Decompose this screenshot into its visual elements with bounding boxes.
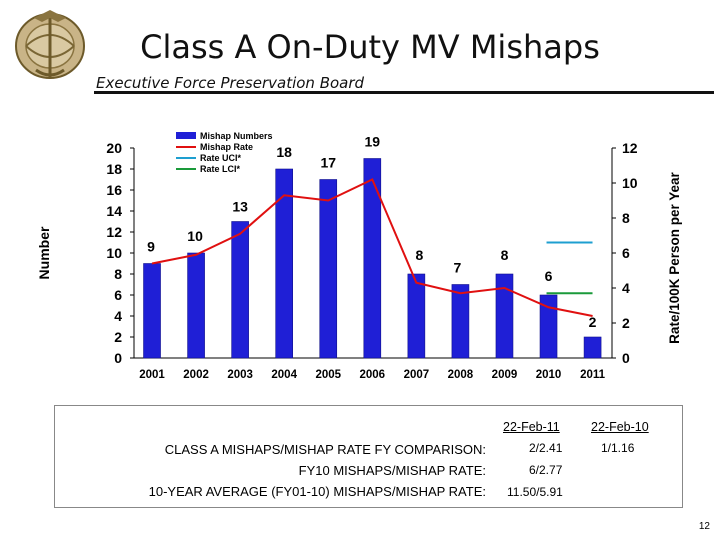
right-axis-tick-label: 8	[622, 210, 630, 226]
x-axis-tick-label: 2004	[271, 369, 297, 381]
left-axis-tick-label: 10	[106, 245, 122, 261]
bar-value-label: 2	[589, 314, 597, 330]
bar	[407, 273, 426, 359]
bar-value-label: 10	[187, 228, 203, 244]
bar	[187, 252, 205, 359]
bar-value-label: 18	[276, 144, 292, 160]
col1-value-0: 2/2.41	[529, 441, 563, 455]
left-axis-tick-label: 14	[106, 203, 122, 219]
right-axis-title: Rate/100K Person per Year	[667, 171, 682, 343]
left-axis-tick-label: 16	[106, 182, 122, 198]
comparison-label-2: 10-YEAR AVERAGE (FY01-10) MISHAPS/MISHAP…	[148, 484, 486, 499]
page-number: 12	[698, 521, 710, 532]
x-axis-tick-label: 2011	[580, 369, 606, 381]
bar-value-label: 8	[415, 247, 423, 263]
x-axis-tick-label: 2002	[183, 369, 209, 381]
bar-value-label: 7	[454, 260, 462, 276]
bar	[583, 336, 602, 359]
right-axis-tick-label: 12	[622, 140, 638, 156]
title-rule	[94, 91, 714, 94]
col2-value-0: 1/1.16	[601, 441, 635, 455]
right-axis-tick-label: 0	[622, 350, 630, 366]
bar-value-label: 9	[147, 239, 155, 255]
left-axis-tick-label: 18	[106, 161, 122, 177]
comparison-box: 22-Feb-11 22-Feb-10 CLASS A MISHAPS/MISH…	[54, 405, 683, 508]
bar-value-label: 17	[320, 155, 336, 171]
bar-value-label: 8	[501, 247, 509, 263]
page-title: Class A On-Duty MV Mishaps	[140, 28, 600, 66]
left-axis-title: Number	[36, 226, 52, 279]
x-axis-tick-label: 2006	[360, 369, 386, 381]
col2-header: 22-Feb-10	[591, 420, 649, 434]
left-axis-tick-label: 0	[114, 350, 122, 366]
right-axis-tick-label: 4	[622, 280, 630, 296]
x-axis-tick-label: 2003	[227, 369, 253, 381]
bar	[539, 294, 558, 359]
bar	[495, 273, 514, 359]
bar	[143, 263, 161, 359]
x-axis-tick-label: 2001	[139, 369, 165, 381]
legend-label: Mishap Numbers	[200, 131, 273, 141]
legend-label: Mishap Rate	[200, 142, 253, 152]
bar	[451, 284, 470, 359]
left-axis-tick-label: 12	[106, 224, 122, 240]
col1-value-1: 6/2.77	[529, 463, 563, 477]
col1-header: 22-Feb-11	[503, 420, 560, 434]
bar	[363, 158, 382, 359]
left-axis-tick-label: 6	[114, 287, 122, 303]
bar-value-label: 19	[365, 134, 381, 150]
right-axis-tick-label: 10	[622, 175, 638, 191]
comparison-label-0: CLASS A MISHAPS/MISHAP RATE FY COMPARISO…	[164, 442, 486, 457]
legend-label: Rate LCI*	[200, 164, 241, 174]
legend-swatch-bar	[176, 132, 196, 139]
right-axis-tick-label: 6	[622, 245, 630, 261]
right-axis-tick-label: 2	[622, 315, 630, 331]
col1-value-2: 11.50/5.91	[507, 485, 563, 499]
bar-value-label: 6	[545, 268, 553, 284]
left-axis-tick-label: 8	[114, 266, 122, 282]
bar	[319, 179, 338, 359]
x-axis-tick-label: 2007	[404, 369, 430, 381]
left-axis-tick-label: 2	[114, 329, 122, 345]
x-axis-tick-label: 2009	[492, 369, 518, 381]
x-axis-tick-label: 2005	[315, 369, 341, 381]
x-axis-tick-label: 2008	[448, 369, 474, 381]
bar-value-label: 13	[232, 199, 248, 215]
mishap-rate-line	[151, 178, 593, 317]
page-subtitle: Executive Force Preservation Board	[96, 74, 365, 92]
comparison-label-1: FY10 MISHAPS/MISHAP RATE:	[298, 463, 486, 478]
usmc-emblem	[15, 10, 85, 79]
bar	[231, 221, 249, 359]
left-axis-tick-label: 20	[106, 140, 122, 156]
left-axis-tick-label: 4	[114, 308, 122, 324]
x-axis-tick-label: 2010	[536, 369, 562, 381]
legend-label: Rate UCI*	[200, 153, 242, 163]
bar	[275, 168, 293, 359]
